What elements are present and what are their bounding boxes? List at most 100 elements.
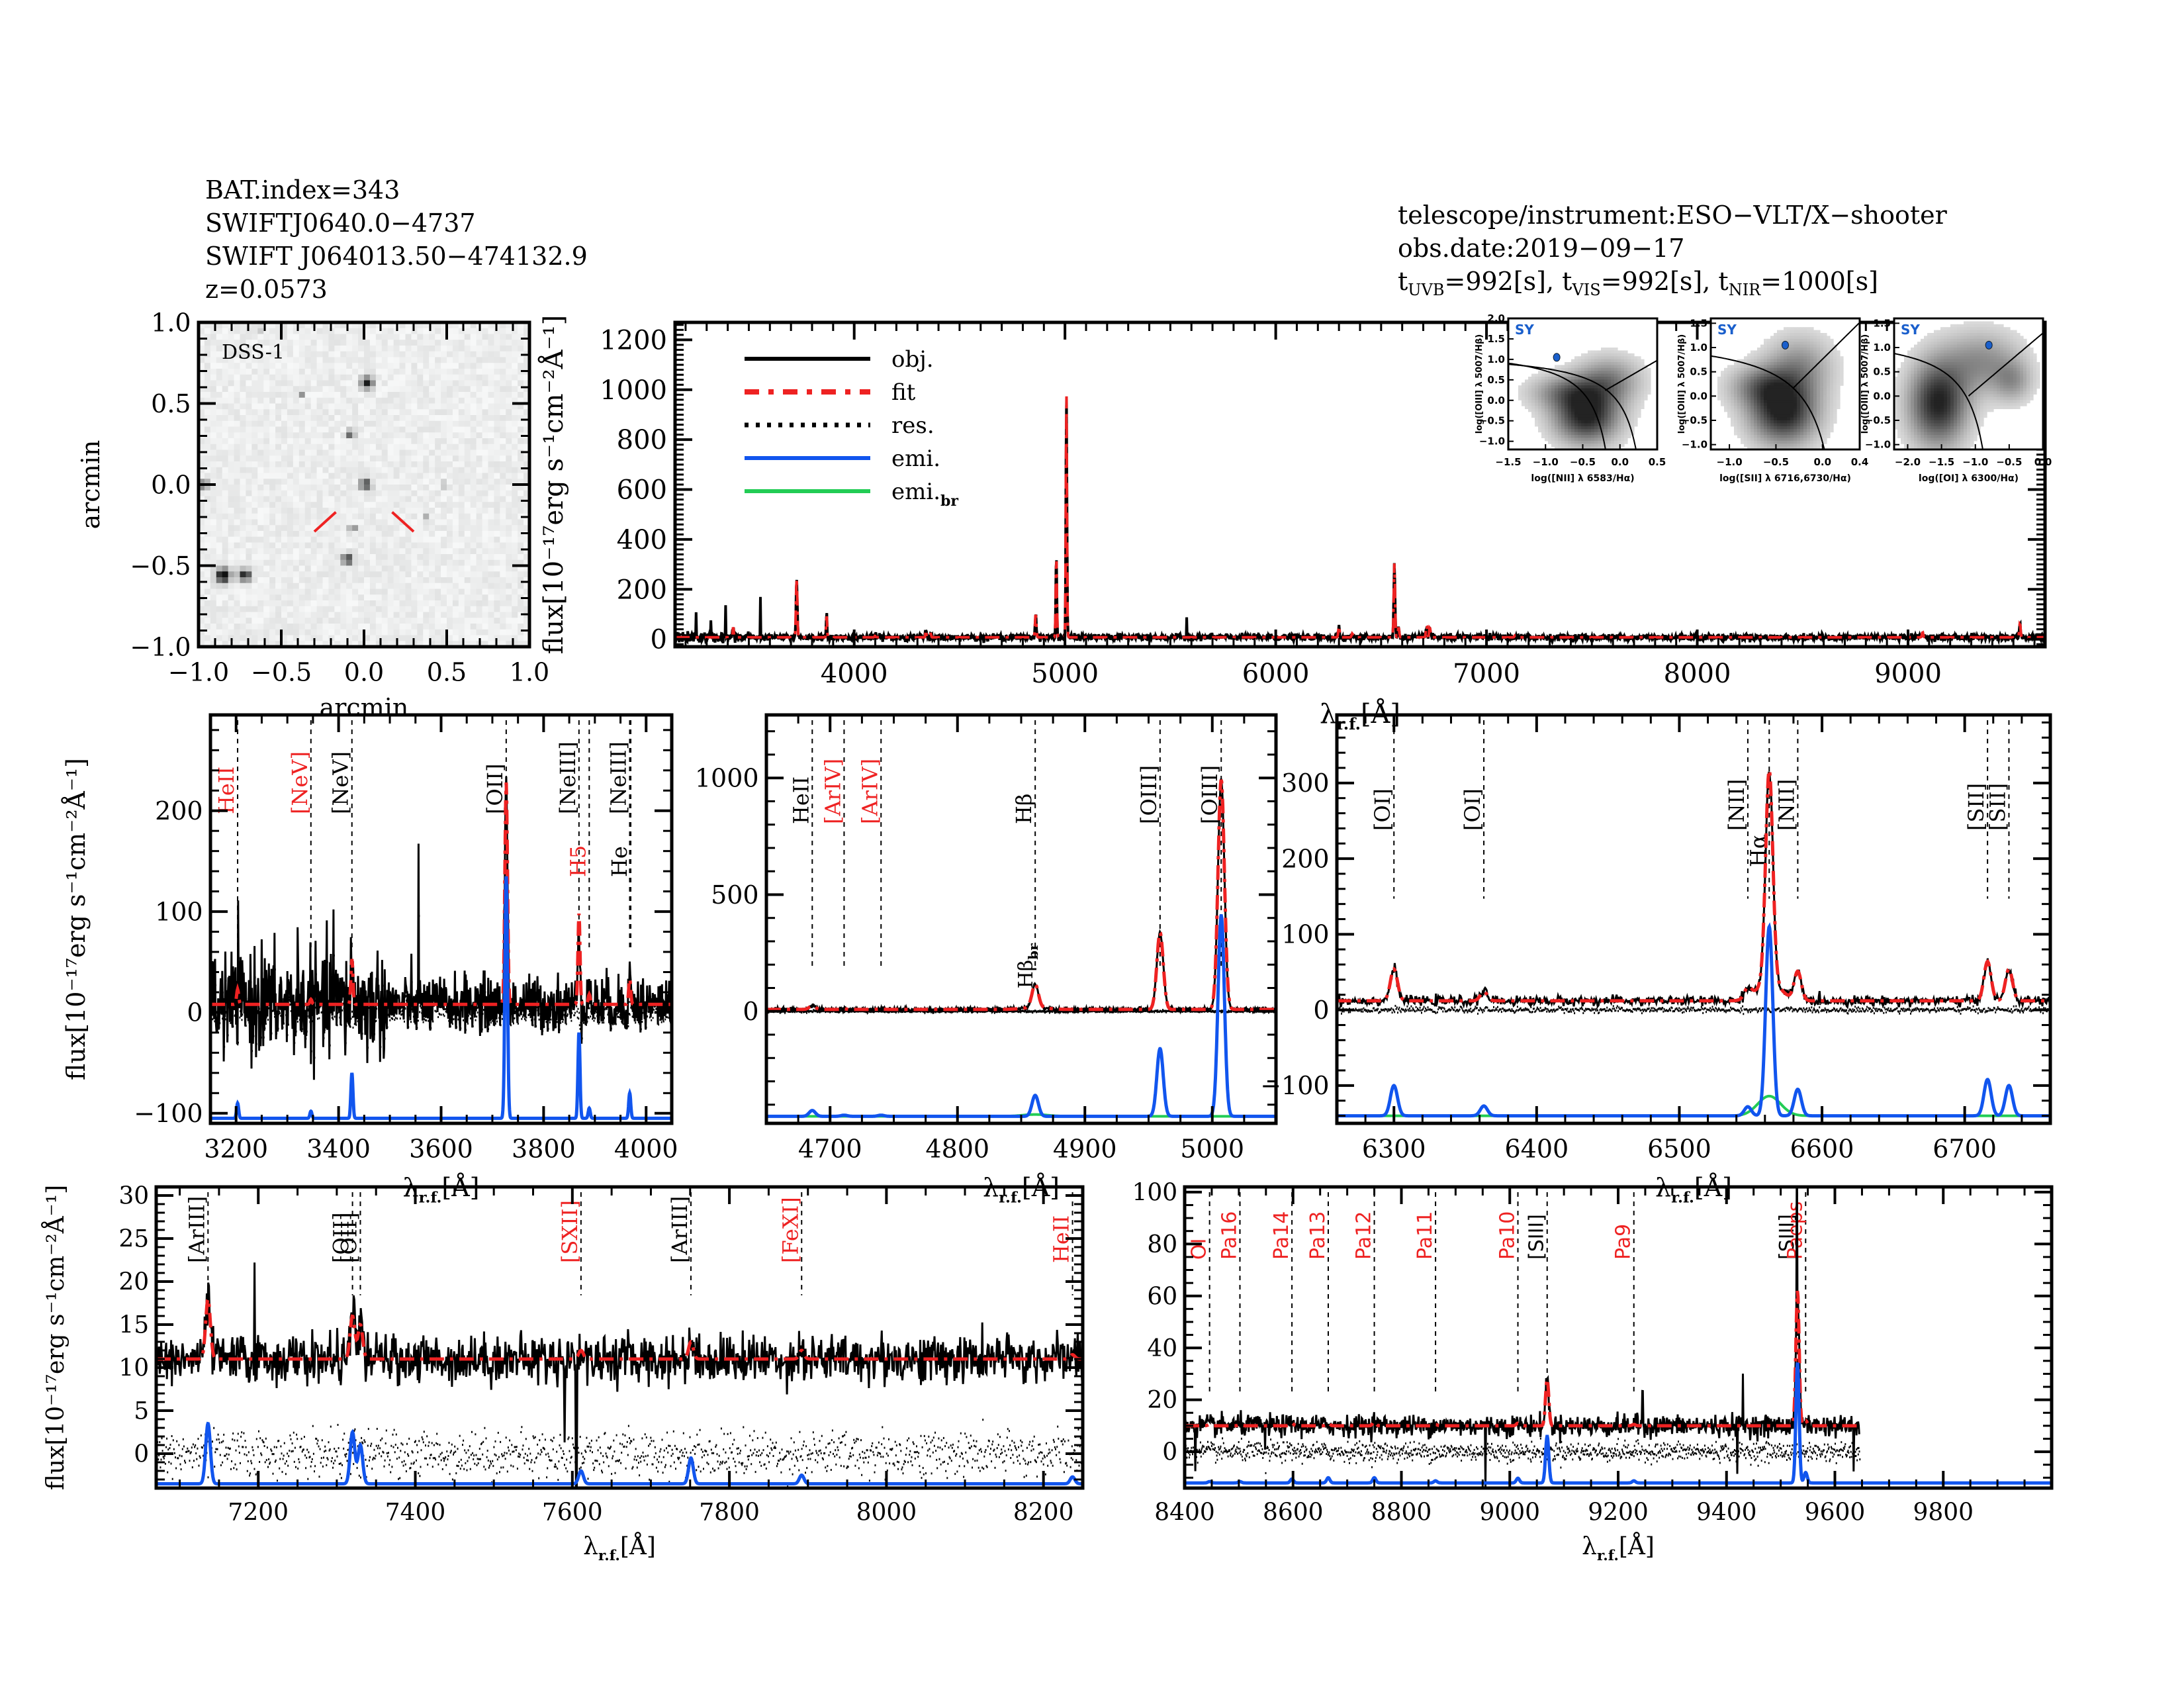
image-pixel — [240, 386, 247, 393]
image-pixel — [375, 612, 383, 618]
density-cell — [1614, 435, 1618, 438]
image-pixel — [352, 496, 359, 502]
density-cell — [1608, 402, 1612, 406]
image-pixel — [464, 363, 471, 369]
image-pixel — [411, 559, 418, 567]
density-cell — [1611, 432, 1615, 436]
image-pixel — [399, 444, 406, 451]
image-pixel — [375, 351, 383, 358]
image-pixel — [199, 588, 205, 595]
density-cell — [1604, 379, 1608, 383]
image-pixel — [216, 559, 223, 567]
density-cell — [1604, 348, 1608, 351]
density-cell — [1617, 391, 1621, 395]
density-cell — [1551, 426, 1555, 430]
density-cell — [1591, 367, 1595, 371]
image-pixel — [512, 455, 518, 462]
density-cell — [1608, 388, 1612, 392]
density-cell — [1631, 402, 1635, 406]
density-cell — [1594, 408, 1598, 412]
image-pixel — [251, 577, 258, 584]
density-cell — [1751, 440, 1754, 444]
image-pixel — [506, 600, 512, 607]
image-pixel — [222, 479, 229, 485]
image-pixel — [234, 542, 241, 549]
image-pixel — [340, 415, 347, 422]
density-cell — [1624, 411, 1628, 415]
image-pixel — [298, 624, 306, 630]
image-pixel — [310, 409, 318, 416]
image-pixel — [523, 438, 530, 445]
image-pixel — [500, 380, 506, 387]
x-tick-label: 0.5 — [427, 657, 467, 686]
image-pixel — [199, 635, 205, 641]
density-cell — [1541, 394, 1545, 398]
image-pixel — [310, 600, 318, 607]
image-pixel — [447, 426, 453, 433]
image-pixel — [411, 386, 418, 393]
image-pixel — [216, 635, 223, 641]
image-pixel — [476, 571, 483, 578]
image-pixel — [452, 594, 459, 601]
image-pixel — [393, 536, 400, 543]
image-pixel — [399, 542, 406, 549]
density-cell — [1598, 440, 1602, 444]
image-pixel — [287, 369, 294, 375]
swift-name: SWIFTJ0640.0−4737 — [205, 209, 476, 238]
image-pixel — [281, 340, 288, 346]
image-pixel — [334, 473, 341, 479]
image-pixel — [304, 467, 312, 474]
density-cell — [1591, 429, 1595, 433]
density-cell — [1754, 359, 1758, 363]
image-pixel — [228, 346, 235, 352]
density-cell — [1535, 391, 1539, 395]
image-pixel — [281, 618, 288, 624]
image-pixel — [240, 641, 247, 647]
density-cell — [1551, 394, 1555, 398]
image-pixel — [310, 624, 318, 630]
image-pixel — [518, 415, 524, 422]
density-cell — [1598, 402, 1602, 406]
density-cell — [1601, 394, 1605, 398]
image-pixel — [322, 624, 330, 630]
image-pixel — [322, 629, 330, 636]
image-pixel — [269, 554, 276, 561]
image-pixel — [240, 334, 247, 340]
image-pixel — [518, 485, 524, 491]
image-pixel — [387, 641, 394, 647]
density-cell — [1555, 400, 1559, 404]
image-pixel — [393, 565, 400, 572]
density-cell — [1627, 414, 1631, 418]
image-pixel — [263, 536, 270, 543]
image-pixel — [381, 525, 388, 532]
image-pixel — [340, 386, 347, 393]
image-pixel — [293, 357, 300, 363]
image-pixel — [316, 641, 324, 647]
image-pixel — [346, 606, 353, 613]
density-cell — [1574, 356, 1578, 360]
image-pixel — [494, 513, 500, 520]
image-pixel — [435, 513, 441, 520]
image-pixel — [500, 565, 506, 572]
image-pixel — [423, 525, 430, 532]
image-pixel — [216, 415, 223, 422]
image-pixel — [494, 334, 500, 340]
density-cell — [1584, 400, 1588, 404]
density-cell — [1591, 400, 1595, 404]
image-pixel — [222, 369, 229, 375]
image-pixel — [464, 577, 471, 584]
image-pixel — [364, 583, 371, 590]
density-cell — [1627, 379, 1631, 383]
image-pixel — [399, 629, 406, 636]
image-pixel — [482, 374, 489, 381]
density-cell — [1558, 444, 1562, 447]
image-pixel — [405, 380, 412, 387]
image-pixel — [417, 328, 424, 335]
density-cell — [1565, 444, 1569, 447]
image-pixel — [246, 328, 252, 335]
image-pixel — [369, 635, 377, 641]
image-pixel — [275, 328, 282, 335]
image-pixel — [240, 571, 247, 578]
image-pixel — [464, 403, 471, 410]
image-pixel — [281, 438, 288, 445]
